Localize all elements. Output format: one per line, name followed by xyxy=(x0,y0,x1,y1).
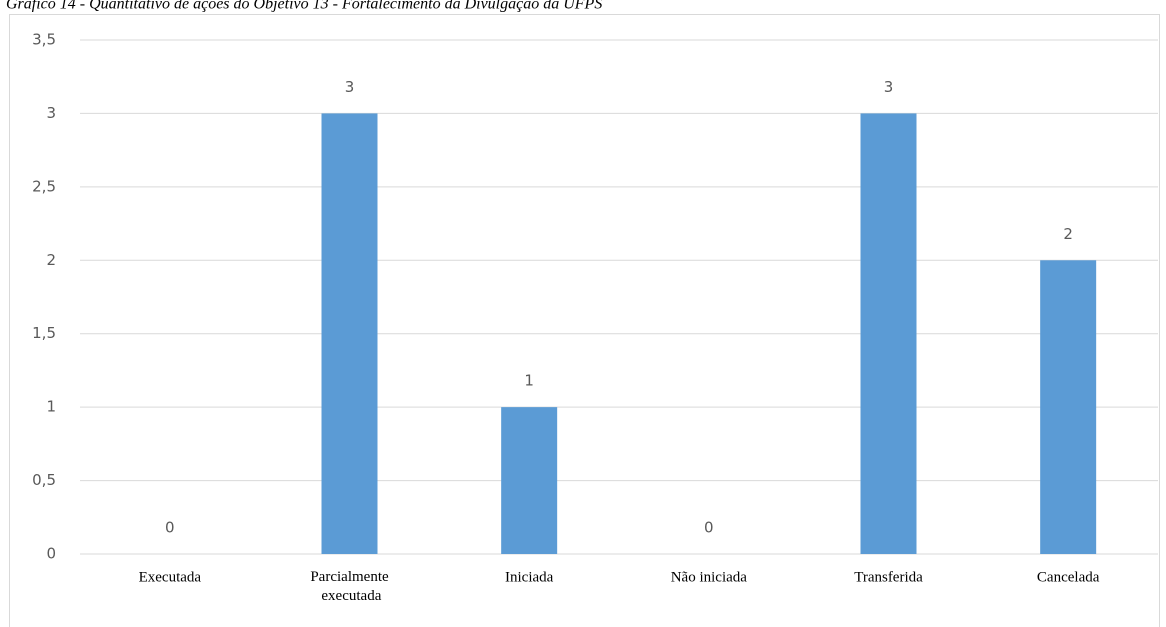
bar xyxy=(860,113,917,554)
y-tick-label: 1 xyxy=(46,398,56,416)
x-tick-label: Transferida xyxy=(854,569,923,585)
x-tick-label: Cancelada xyxy=(1037,569,1100,585)
chart-frame xyxy=(9,14,1160,627)
data-label: 2 xyxy=(1063,225,1073,243)
y-tick-label: 2,5 xyxy=(32,177,56,195)
y-tick-label: 0,5 xyxy=(32,471,56,489)
x-tick-label: Não iniciada xyxy=(671,569,748,585)
x-tick-label: Parcialmente executada xyxy=(310,569,389,604)
y-tick-label: 3 xyxy=(46,104,56,122)
bar xyxy=(1040,260,1097,554)
bar xyxy=(501,407,558,554)
y-tick-label: 2 xyxy=(46,251,56,269)
y-tick-label: 1,5 xyxy=(32,324,56,342)
y-tick-label: 0 xyxy=(46,545,56,563)
data-label: 3 xyxy=(345,78,355,96)
chart-title: Gráfico 14 - Quantitativo de ações do Ob… xyxy=(6,0,602,13)
bar xyxy=(321,113,378,554)
data-label: 3 xyxy=(884,78,894,96)
data-label: 0 xyxy=(165,519,175,537)
x-tick-label: Iniciada xyxy=(505,569,554,585)
data-label: 1 xyxy=(524,372,534,390)
data-label: 0 xyxy=(704,519,714,537)
x-tick-label: Executada xyxy=(139,569,202,585)
y-tick-label: 3,5 xyxy=(32,31,56,49)
